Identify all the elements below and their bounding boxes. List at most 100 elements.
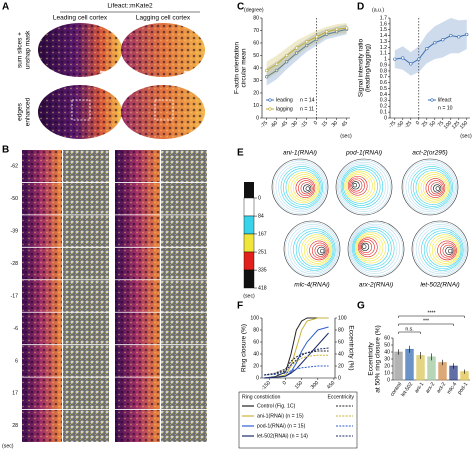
significance-label: *** bbox=[423, 318, 429, 324]
ring-contour bbox=[403, 160, 457, 214]
y-tick-label: 80 bbox=[253, 15, 259, 21]
series-line bbox=[264, 347, 329, 376]
ring-contour bbox=[430, 182, 443, 195]
x-tick-label: ani-1 bbox=[414, 381, 426, 394]
x-tick-label: -30 bbox=[290, 120, 300, 130]
ring-contour bbox=[433, 184, 442, 193]
legend-label: lagging bbox=[276, 106, 293, 112]
colorbar-cap bbox=[244, 182, 254, 198]
x-tick-label: 150 bbox=[459, 120, 469, 130]
y-tick-label: 1.2 bbox=[380, 45, 387, 51]
y2-tick-label: 40 bbox=[338, 351, 344, 357]
x-tick-label: -25 bbox=[404, 120, 414, 130]
y-tick-label: 0.9 bbox=[380, 62, 387, 68]
ring-contour bbox=[413, 168, 452, 207]
ring-contour bbox=[425, 178, 446, 198]
ring-contour bbox=[295, 178, 316, 198]
ring-contour bbox=[429, 234, 461, 266]
ring-contour bbox=[356, 234, 384, 262]
plot-border bbox=[411, 220, 469, 278]
point bbox=[265, 75, 269, 79]
significance-label: n.s. bbox=[405, 326, 413, 332]
ring-contour bbox=[418, 226, 465, 273]
y-tick-label: 50 bbox=[384, 342, 390, 348]
y-tick-label: 0.6 bbox=[380, 80, 387, 86]
x-tick-label: arx-2 bbox=[425, 381, 437, 394]
ring-contour bbox=[273, 160, 327, 214]
point bbox=[295, 51, 299, 55]
ring-contour bbox=[405, 162, 456, 213]
ring-contour bbox=[434, 238, 458, 262]
y-tick-label: 60 bbox=[384, 335, 390, 341]
x-tick-label: -45 bbox=[280, 120, 290, 130]
x-tick-label: -15 bbox=[300, 120, 310, 130]
point bbox=[409, 62, 413, 66]
ring-contour bbox=[288, 172, 320, 204]
y-tick-label: 20 bbox=[253, 363, 259, 369]
time-label: -50 bbox=[11, 196, 19, 202]
bar bbox=[405, 348, 414, 381]
x-tick-label: 30 bbox=[331, 120, 339, 128]
x-label: (sec) bbox=[340, 133, 352, 139]
ring-contour bbox=[306, 238, 330, 262]
y-tick-label: 70 bbox=[253, 28, 259, 34]
y-tick-label: 1 bbox=[384, 57, 387, 63]
ring-contour bbox=[445, 246, 454, 255]
plot-title: ani-1(RNAi) bbox=[283, 150, 317, 157]
ring-contour bbox=[423, 230, 463, 269]
ring-contour bbox=[358, 237, 378, 258]
point bbox=[345, 26, 349, 30]
plot-title: pod-1(RNAi) bbox=[345, 150, 382, 157]
x-tick-label: -60 bbox=[270, 120, 280, 130]
ring-contour bbox=[285, 222, 339, 276]
y-tick-label: 0.4 bbox=[380, 92, 387, 98]
x-label: (sec) bbox=[460, 133, 472, 139]
y-unit: (a.u.) bbox=[372, 7, 384, 13]
y-tick-label: 30 bbox=[384, 356, 390, 362]
ring-contour bbox=[352, 182, 358, 188]
point bbox=[325, 30, 329, 34]
ring-contour bbox=[337, 160, 391, 214]
ring-plot bbox=[271, 158, 329, 216]
column-label: Lagging cell cortex bbox=[136, 15, 191, 22]
time-unit: (sec) bbox=[2, 443, 14, 449]
x-tick-label: 0 bbox=[415, 120, 421, 126]
plot-title: arx-2(RNAi) bbox=[359, 282, 393, 289]
y-tick-label: 0.8 bbox=[380, 68, 387, 74]
ring-contour bbox=[350, 179, 363, 192]
y-tick-label: 0.3 bbox=[380, 98, 387, 104]
colorbar-tick-label: 0 bbox=[258, 195, 261, 201]
legend-n: n = 11 bbox=[300, 106, 314, 112]
ring-contour bbox=[410, 166, 453, 209]
ring-contour bbox=[418, 172, 450, 204]
x-tick-label: act-2 bbox=[436, 381, 448, 394]
ring-contour bbox=[283, 168, 322, 207]
panel-letter: C bbox=[237, 2, 244, 13]
series-line bbox=[264, 354, 329, 376]
x-tick-label: 300 bbox=[310, 380, 320, 390]
y2-tick-label: 80 bbox=[338, 327, 344, 333]
y-tick-label: 0 bbox=[384, 115, 387, 121]
y-tick-label: 30 bbox=[253, 78, 259, 84]
legend-box bbox=[238, 391, 358, 449]
y-tick-label: 40 bbox=[253, 351, 259, 357]
point bbox=[265, 68, 269, 73]
y-tick-label: 10 bbox=[253, 103, 259, 109]
x-tick-label: 0 bbox=[313, 120, 319, 126]
time-label: -39 bbox=[11, 228, 19, 234]
ring-contour bbox=[347, 175, 368, 196]
panel-b-row-lines bbox=[22, 182, 207, 410]
legend-n: n = 14 bbox=[300, 97, 315, 103]
time-label: 28 bbox=[12, 423, 18, 429]
y2-label: Eccentricity (%) bbox=[347, 325, 354, 370]
time-label: -6 bbox=[13, 326, 18, 332]
ring-contour bbox=[360, 242, 370, 251]
x-tick-label: pod-1 bbox=[457, 381, 470, 395]
ring-contour bbox=[350, 223, 401, 274]
x-tick-label: 50 bbox=[429, 120, 437, 128]
point bbox=[335, 27, 339, 31]
row-label: sum slices + bbox=[17, 32, 24, 68]
panel-a-title: Lifeact::mKate2 bbox=[107, 3, 153, 10]
legend-label: ani-1(RNAi) (n = 15) bbox=[257, 413, 304, 419]
series-line bbox=[394, 33, 467, 65]
